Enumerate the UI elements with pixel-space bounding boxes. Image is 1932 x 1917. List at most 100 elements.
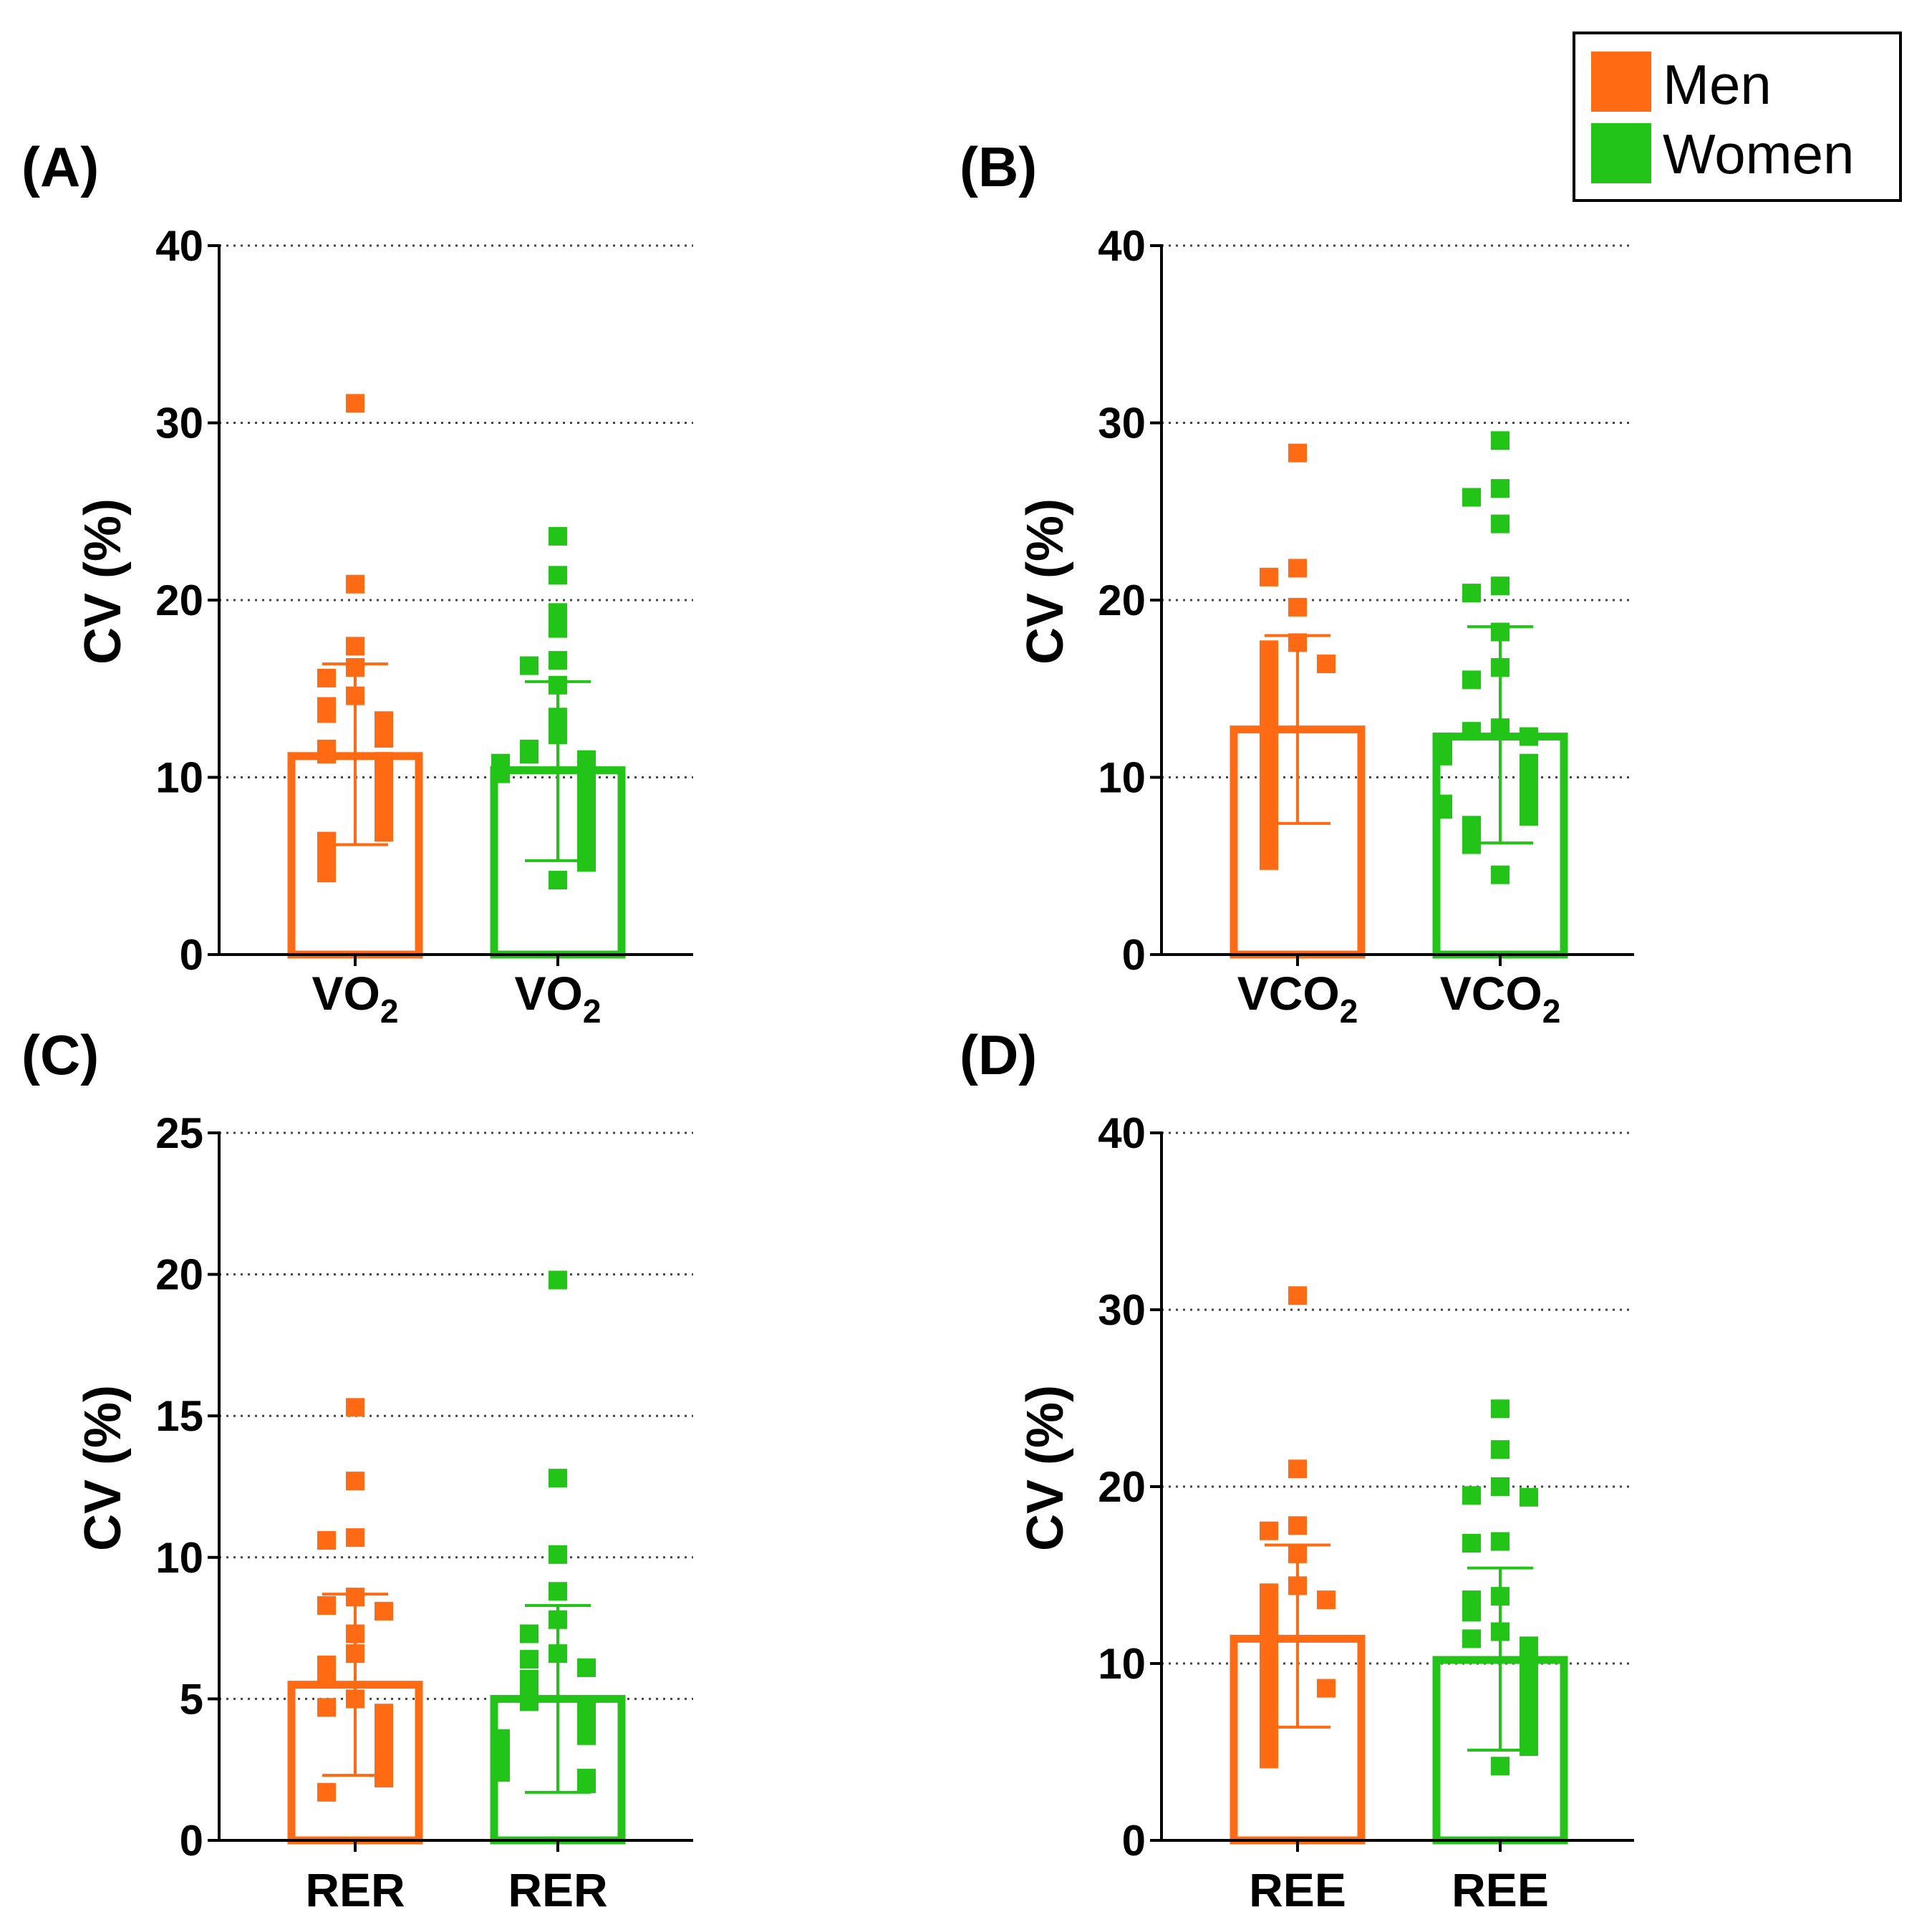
y-tick-label: 30 [1098,400,1146,448]
data-point [1434,746,1452,766]
data-point [1462,1486,1481,1505]
data-point [1462,488,1481,507]
points-women [491,1270,596,1793]
category-base: VCO [1440,967,1542,1020]
y-tick-label: 30 [1098,1286,1146,1334]
y-tick-label: 20 [155,576,203,624]
points-men [1260,1286,1336,1769]
data-point [491,764,510,783]
data-point [577,1726,596,1745]
y-axis-title: CV (%) [74,1385,132,1551]
data-point [1491,479,1510,498]
data-point [1491,865,1510,884]
data-point [577,853,596,872]
category-base: RER [305,1863,405,1916]
data-point [1462,722,1481,741]
data-point [1288,443,1307,463]
y-tick-label: 0 [180,931,203,979]
data-point [375,823,393,842]
panel-d: (D) CV (%) 0 10 20 30 40 REE REE [960,1023,1634,1916]
data-point [1491,1440,1510,1459]
points-women [1434,431,1538,884]
category-subscript: 2 [1340,993,1358,1030]
data-point [346,637,364,656]
data-point [375,1769,393,1788]
data-point [1260,567,1278,586]
data-point [1491,1477,1510,1496]
data-point [1491,1757,1510,1776]
data-point [1288,559,1307,578]
data-point [317,864,336,883]
data-point [549,526,567,546]
points-women [491,526,596,890]
y-tick-label: 0 [1122,931,1146,979]
y-tick-label: 40 [155,222,203,270]
y-tick-label: 0 [180,1817,203,1865]
data-point [1288,597,1307,617]
category-subscript: 2 [380,993,399,1030]
legend-label-women: Women [1663,122,1854,185]
category-subscript: 2 [583,993,602,1030]
y-tick-label: 10 [155,754,203,802]
category-base: REE [1249,1863,1346,1916]
data-point [1462,1629,1481,1648]
y-axis-title: CV (%) [74,498,132,665]
data-point [520,1624,538,1643]
legend: Men Women [1573,32,1902,202]
y-tick-label: 25 [155,1109,203,1157]
data-point [577,1658,596,1677]
data-point [375,1601,393,1621]
data-point [1462,835,1481,854]
y-tick-label: 20 [155,1251,203,1299]
data-point [549,871,567,890]
data-point [549,619,567,638]
data-point [549,1545,567,1564]
category-label: REE [1452,1863,1549,1916]
data-point [549,1469,567,1488]
data-point [317,1698,336,1717]
data-point [1462,584,1481,603]
data-point [346,1472,364,1491]
category-base: REE [1452,1863,1549,1916]
y-tick-label: 40 [1098,1109,1146,1157]
data-point [317,704,336,723]
category-label: REE [1249,1863,1346,1916]
data-point [317,745,336,764]
data-point [1288,1286,1307,1305]
legend-swatch-men [1591,52,1651,112]
data-point [317,1595,336,1615]
data-point [520,1650,538,1669]
data-point [520,1692,538,1711]
data-point [1462,1534,1481,1553]
data-point [317,1531,336,1550]
legend-swatch-women [1591,123,1651,183]
legend-label-men: Men [1663,53,1772,116]
panel-label: (C) [21,1023,99,1086]
y-axis-title: CV (%) [1017,1385,1074,1551]
data-point [577,1774,596,1793]
data-point [549,1582,567,1601]
data-point [491,1763,510,1782]
data-point [1260,1583,1278,1603]
y-axis-title: CV (%) [1017,498,1074,665]
y-tick-label: 10 [155,1534,203,1582]
data-point [317,668,336,687]
data-point [520,656,538,675]
data-point [1462,670,1481,690]
data-point [1520,806,1538,826]
category-label: VCO2 [1440,967,1561,1030]
data-point [346,1528,364,1547]
data-point [1260,1521,1278,1540]
y-tick-label: 20 [1098,1463,1146,1511]
y-tick-label: 0 [1122,1817,1146,1865]
data-point [1520,727,1538,746]
data-point [1317,1590,1336,1610]
data-point [1288,1459,1307,1479]
panel-label: (A) [21,135,99,198]
category-subscript: 2 [1542,993,1561,1030]
y-tick-label: 15 [155,1392,203,1440]
data-point [1491,1399,1510,1419]
data-point [1520,1737,1538,1757]
